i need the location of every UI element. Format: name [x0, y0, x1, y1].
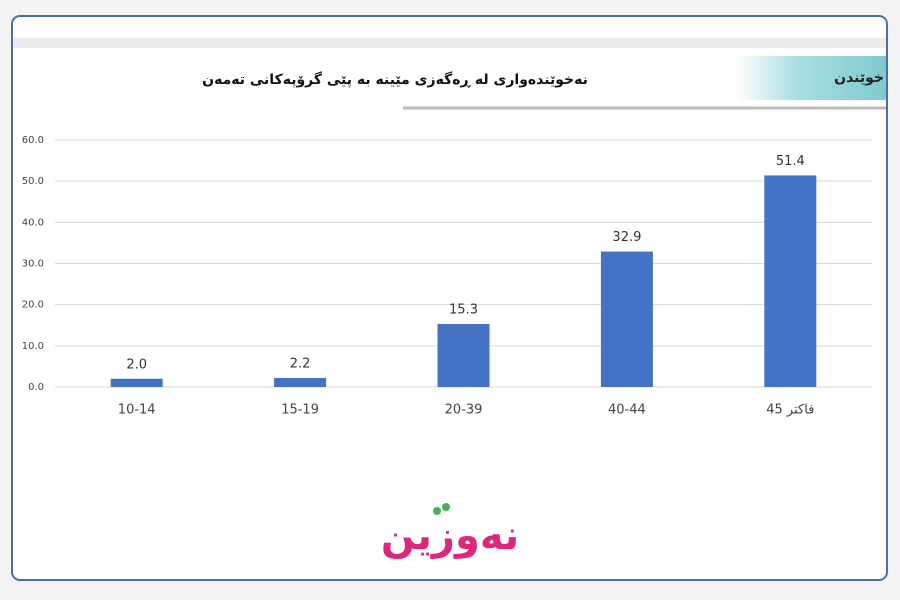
y-tick-label: 30.0	[22, 259, 44, 270]
bar	[274, 377, 327, 387]
frame	[11, 15, 888, 581]
value-label: 2.2	[290, 356, 311, 371]
value-label: 32.9	[612, 230, 641, 245]
x-tick-label: 45 فاكتر	[766, 403, 814, 418]
x-tick-label: 20-39	[445, 403, 483, 418]
value-label: 2.0	[126, 357, 147, 372]
x-tick-label: 40-44	[608, 403, 646, 418]
x-tick-label: 15-19	[281, 403, 319, 418]
bar	[600, 251, 653, 387]
x-tick-label: 10-14	[118, 403, 156, 418]
chart-title: نەخوێندەواری لە ڕەگەزی مێینە بە پێی گرۆپ…	[202, 71, 588, 88]
y-tick-label: 0.0	[28, 382, 44, 393]
y-tick-label: 40.0	[22, 217, 44, 228]
logo: نەوزین	[381, 503, 519, 559]
y-tick-label: 60.0	[22, 135, 44, 146]
tab-label: خوێندن	[834, 70, 884, 86]
value-label: 51.4	[776, 154, 805, 169]
tab	[737, 56, 886, 100]
y-tick-label: 50.0	[22, 176, 44, 187]
logo-text: نەوزین	[381, 513, 519, 559]
y-tick-label: 20.0	[22, 300, 44, 311]
bar	[437, 324, 490, 387]
y-tick-label: 10.0	[22, 341, 44, 352]
value-label: 15.3	[449, 303, 478, 318]
logo-leaf	[442, 503, 450, 511]
logo-leaf	[433, 507, 441, 515]
bar	[110, 378, 163, 387]
top-strip	[13, 38, 886, 48]
bar	[764, 175, 817, 387]
